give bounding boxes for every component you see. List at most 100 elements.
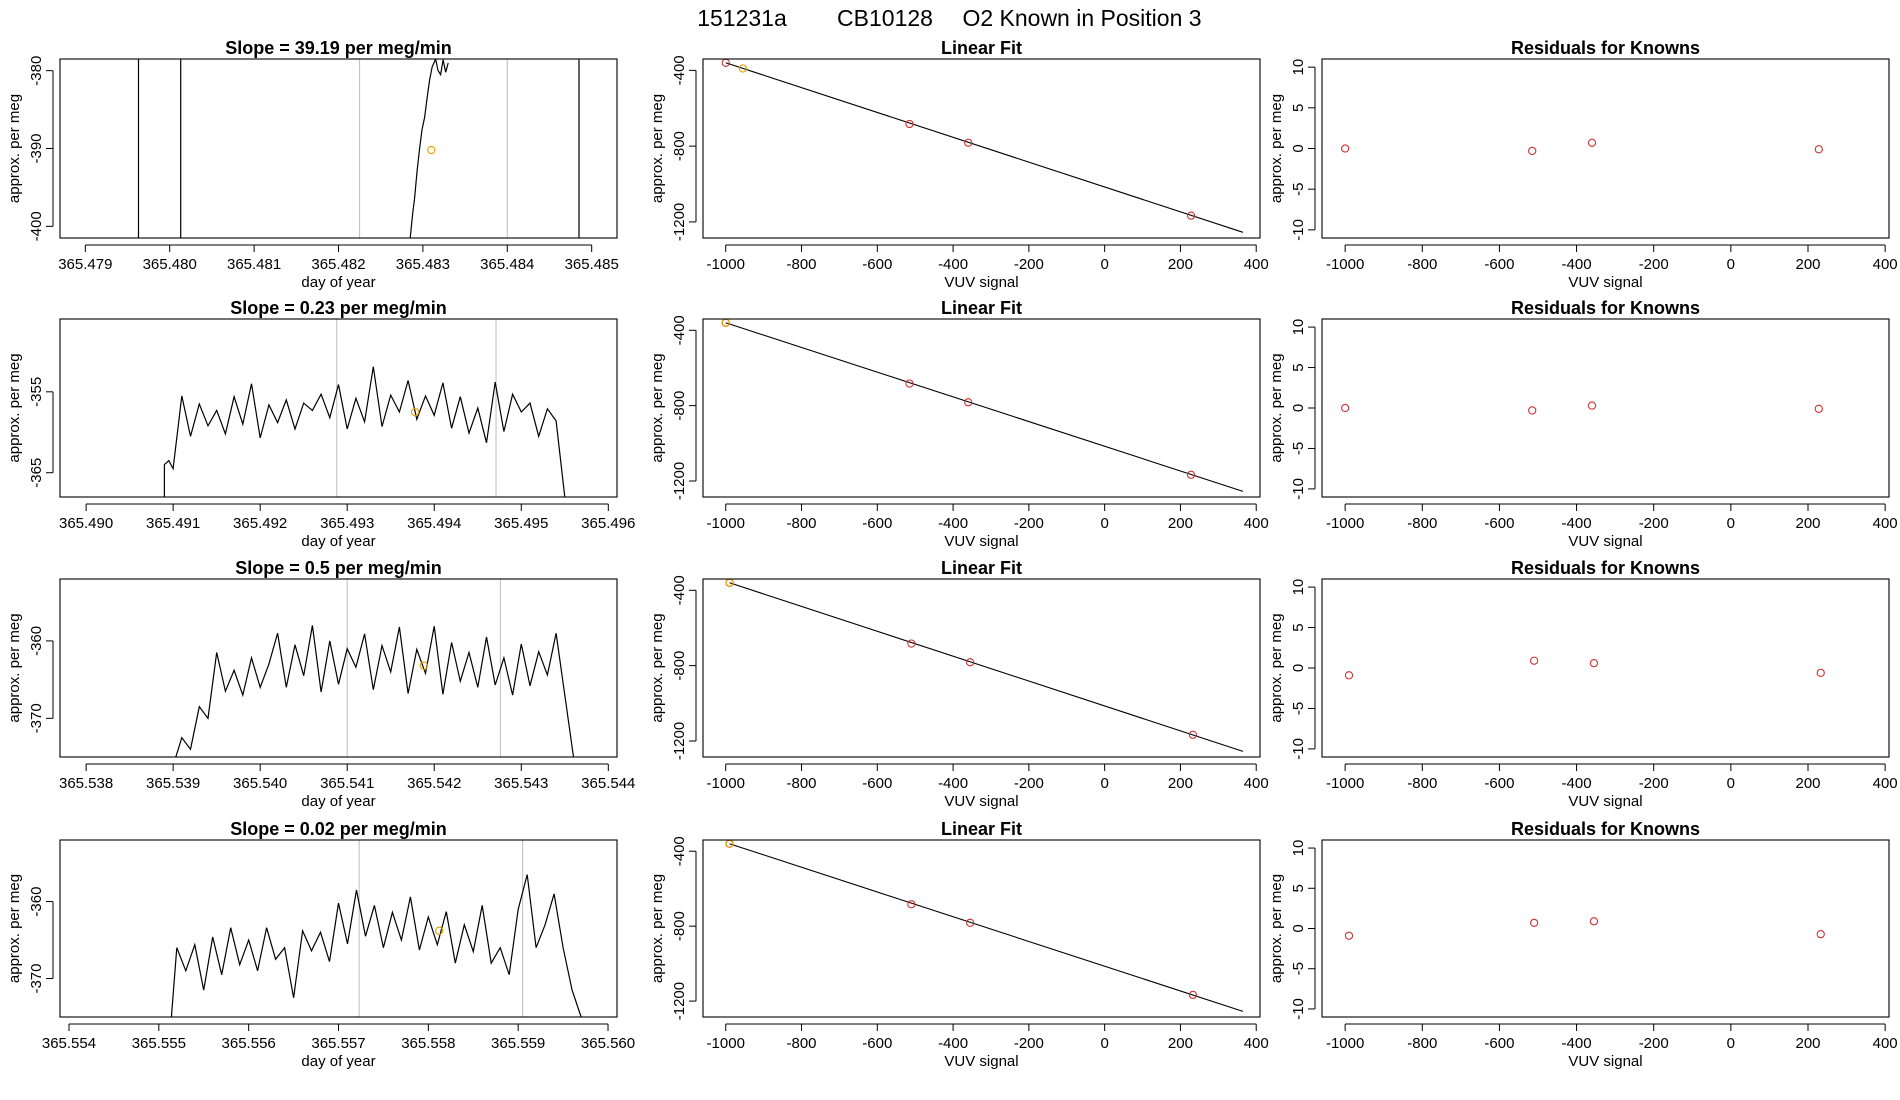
data-point [1344, 931, 1354, 940]
data-point [1186, 470, 1196, 479]
x-tick-label: 400 [1244, 515, 1269, 532]
x-tick-label: -200 [1639, 256, 1669, 273]
x-tick-label: -800 [787, 256, 817, 273]
x-tick-label: 365.559 [491, 1035, 545, 1052]
x-tick-label: -800 [1407, 256, 1437, 273]
plot-frame [1321, 578, 1890, 758]
y-tick-label: 0 [1290, 144, 1307, 152]
x-tick-label: 400 [1873, 775, 1898, 792]
highlight-point [419, 661, 428, 670]
x-tick-label: -800 [787, 515, 817, 532]
data-point [1816, 668, 1825, 678]
x-tick-label: 365.544 [581, 775, 635, 792]
plot-frame [59, 318, 618, 498]
x-tick-label: 0 [1100, 256, 1108, 273]
figure-title-run: 151231a [697, 5, 787, 31]
x-tick-label: -1000 [1326, 515, 1364, 532]
y-tick-label: 0 [1290, 664, 1307, 672]
data-point [1587, 401, 1597, 410]
plot-frame [702, 318, 1261, 498]
data-point [1528, 146, 1537, 156]
data-point [1589, 658, 1599, 668]
x-tick-label: 200 [1168, 775, 1193, 792]
y-tick-label: -10 [1290, 998, 1307, 1020]
y-tick-label: -400 [28, 211, 45, 241]
y-tick-label: -800 [671, 391, 688, 421]
data-point [1528, 406, 1537, 415]
x-tick-label: 365.495 [494, 515, 548, 532]
x-tick-label: 365.540 [233, 775, 287, 792]
x-tick-label: 200 [1795, 256, 1820, 273]
x-tick-label: 365.482 [311, 256, 365, 273]
y-axis-label: approx. per meg [6, 874, 23, 983]
x-tick-label: -1000 [1326, 775, 1364, 792]
data-point [905, 119, 914, 129]
x-tick-label: 0 [1100, 515, 1108, 532]
series-line-trace-3 [409, 59, 449, 238]
y-axis-label: approx. per meg [6, 613, 23, 722]
x-tick-label: 365.560 [581, 1035, 635, 1052]
chart-title: Linear Fit [941, 38, 1022, 58]
fit-line [725, 62, 1244, 233]
chart-panel-r1-c2: -1000 -800 -600 -400 -200 0 200 400 -400 -800 -120… [649, 38, 1269, 291]
x-tick-label: -800 [1407, 515, 1437, 532]
x-tick-label: 400 [1873, 515, 1898, 532]
x-tick-label: -600 [1484, 515, 1514, 532]
chart-panel-r3-c2: -1000 -800 -600 -400 -200 0 200 400 -400 -800 -120… [649, 558, 1269, 810]
y-tick-label: -370 [28, 703, 45, 733]
data-point [1529, 656, 1539, 665]
chart-title: Slope = 0.5 per meg/min [235, 558, 442, 578]
y-tick-label: -5 [1290, 442, 1307, 455]
x-tick-label: -600 [862, 775, 892, 792]
data-point [1188, 990, 1198, 1000]
data-point [964, 138, 973, 147]
x-tick-label: -400 [938, 256, 968, 273]
highlight-point [410, 407, 420, 417]
figure-title-cylinder: CB10128 [837, 5, 933, 31]
y-tick-label: -800 [671, 651, 688, 681]
y-tick-label: -365 [28, 458, 45, 488]
x-tick-label: 365.480 [143, 256, 197, 273]
x-tick-label: 0 [1727, 256, 1735, 273]
y-tick-label: -400 [671, 575, 688, 605]
plot-frame [1321, 318, 1890, 498]
chart-title: Linear Fit [941, 558, 1022, 578]
x-tick-label: -400 [1562, 256, 1592, 273]
x-tick-label: 365.554 [42, 1035, 96, 1052]
x-tick-label: -200 [1014, 256, 1044, 273]
x-tick-label: 365.538 [59, 775, 113, 792]
x-tick-label: 365.496 [581, 515, 635, 532]
x-tick-label: -1000 [1326, 1035, 1364, 1052]
data-point [1186, 211, 1196, 220]
plot-frame [702, 839, 1261, 1018]
x-tick-label: 365.543 [494, 775, 548, 792]
x-tick-label: 200 [1168, 515, 1193, 532]
data-point [1587, 138, 1597, 147]
y-tick-label: -800 [671, 131, 688, 161]
y-tick-label: -800 [671, 911, 688, 941]
x-tick-label: 365.556 [222, 1035, 276, 1052]
x-axis-label: day of year [301, 1053, 375, 1070]
y-tick-label: -5 [1290, 183, 1307, 196]
x-tick-label: 365.558 [401, 1035, 455, 1052]
x-tick-label: -200 [1014, 775, 1044, 792]
chart-title: Residuals for Knowns [1511, 298, 1700, 318]
x-axis-label: day of year [301, 274, 375, 291]
data-point [965, 918, 975, 927]
x-tick-label: 200 [1795, 1035, 1820, 1052]
y-axis-label: approx. per meg [6, 353, 23, 462]
x-tick-label: 200 [1168, 1035, 1193, 1052]
plot-frame [1321, 839, 1890, 1018]
y-axis-label: approx. per meg [649, 94, 666, 203]
figure-title-position: O2 Known in Position 3 [962, 5, 1201, 31]
x-tick-label: -800 [1407, 775, 1437, 792]
y-tick-label: 10 [1290, 579, 1307, 596]
plot-frame [1321, 58, 1890, 239]
x-tick-label: 365.481 [227, 256, 281, 273]
y-tick-label: -1200 [671, 722, 688, 760]
x-axis-label: VUV signal [944, 793, 1018, 810]
x-tick-label: 200 [1168, 256, 1193, 273]
x-axis-label: VUV signal [1568, 1053, 1642, 1070]
x-tick-label: 365.542 [407, 775, 461, 792]
